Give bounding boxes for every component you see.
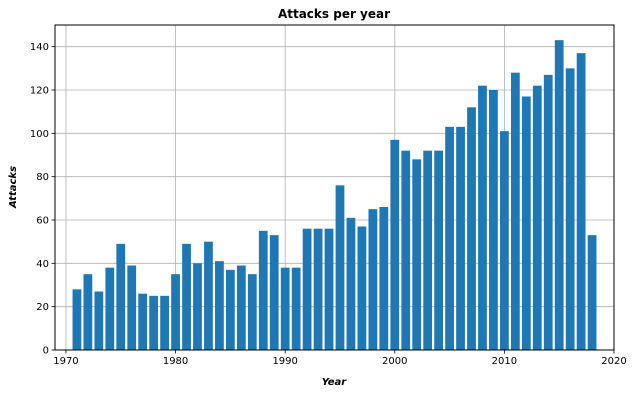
bar (204, 241, 213, 350)
bar (269, 235, 279, 350)
bar (543, 74, 553, 350)
chart-title: Attacks per year (278, 7, 390, 21)
bar (500, 131, 509, 350)
bar (313, 228, 323, 350)
bar (258, 230, 268, 350)
y-tick-label: 80 (36, 172, 49, 183)
x-axis-ticks: 1970 1980 1990 2000 2010 2020 (53, 350, 627, 367)
bar (324, 228, 334, 350)
bar (193, 263, 202, 350)
bar (302, 228, 312, 350)
bar (478, 85, 487, 351)
bar (379, 207, 389, 350)
y-axis-ticks: 0 20 40 60 80 100 120 140 (30, 42, 55, 357)
bar (160, 295, 169, 350)
bar (72, 289, 82, 350)
bar (116, 243, 126, 350)
x-tick-label: 1990 (272, 356, 297, 367)
bar (94, 291, 104, 350)
y-tick-label: 120 (30, 86, 49, 97)
bar (390, 139, 400, 350)
bar (182, 243, 191, 350)
y-tick-label: 140 (30, 42, 49, 53)
bar (489, 90, 498, 350)
bar (138, 293, 148, 350)
bar (467, 107, 476, 350)
bar (247, 274, 257, 350)
bar (105, 267, 115, 350)
bar (423, 150, 433, 350)
bar (215, 261, 224, 350)
bar (236, 265, 246, 350)
bar (434, 150, 444, 350)
x-tick-label: 2020 (601, 356, 626, 367)
bar (335, 185, 345, 350)
x-tick-label: 2000 (382, 356, 407, 367)
bar (576, 53, 586, 351)
bar (171, 274, 180, 350)
bar (291, 267, 301, 350)
bar (401, 150, 411, 350)
bar (521, 96, 531, 350)
bar (456, 126, 465, 350)
bar (510, 72, 520, 351)
bar (532, 85, 542, 351)
x-tick-label: 1970 (53, 356, 78, 367)
bars (72, 40, 597, 351)
x-tick-label: 1980 (163, 356, 188, 367)
bar (587, 235, 597, 350)
bar (346, 217, 356, 350)
y-axis-label: Attacks (8, 166, 19, 209)
y-tick-label: 60 (36, 216, 49, 227)
y-tick-label: 0 (43, 346, 49, 357)
x-axis-label: Year (322, 377, 347, 388)
x-tick-label: 2010 (492, 356, 517, 367)
y-tick-label: 100 (30, 129, 49, 140)
y-tick-label: 40 (36, 259, 49, 270)
y-tick-label: 20 (36, 302, 49, 313)
bar (368, 209, 378, 350)
bar (412, 159, 422, 350)
bar (225, 269, 235, 350)
plot-frame (54, 24, 615, 351)
bar (83, 274, 93, 350)
bar (565, 68, 575, 350)
bar (149, 295, 159, 350)
bar (127, 265, 137, 350)
bar (280, 267, 290, 350)
bar (357, 226, 367, 350)
bar (445, 126, 454, 350)
bar (554, 40, 564, 351)
